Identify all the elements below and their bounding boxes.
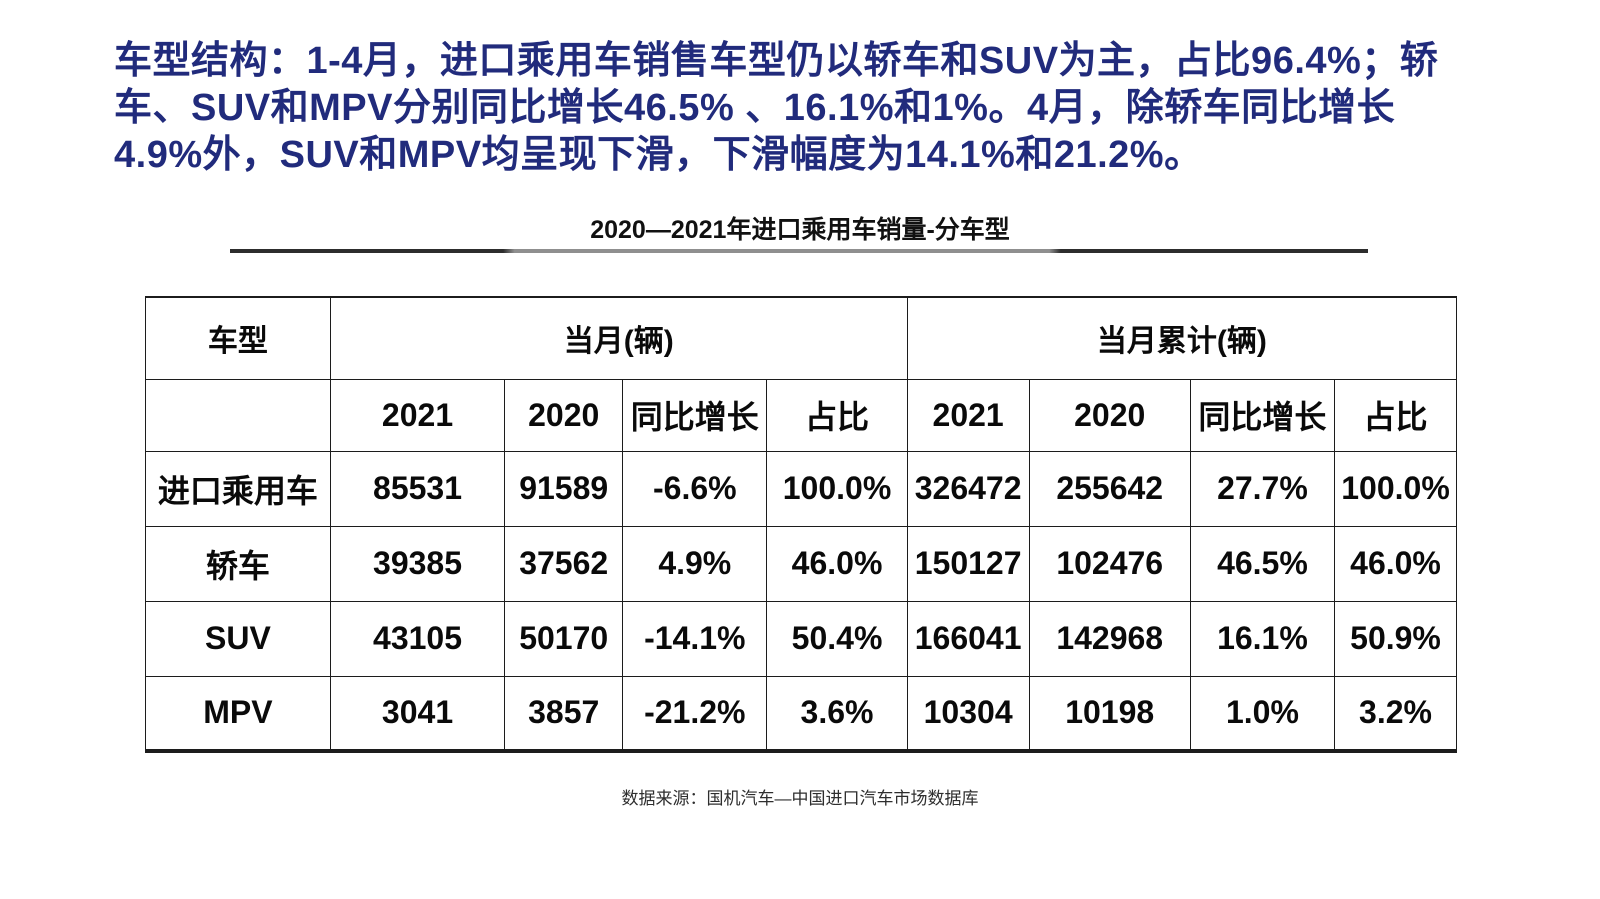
corner-cell: 车型 (145, 296, 331, 380)
title-underline (230, 249, 1368, 253)
data-cell: 85531 (329, 450, 506, 527)
data-cell: 100.0% (766, 450, 908, 527)
data-cell: 150127 (906, 525, 1030, 602)
table-row: 2021 2020 同比增长 占比 2021 2020 同比增长 占比 (145, 378, 1457, 452)
data-cell: 166041 (906, 600, 1030, 677)
data-cell: 3.6% (766, 675, 908, 752)
table-row-sedan: 轿车 39385 37562 4.9% 46.0% 150127 102476 … (145, 525, 1457, 602)
data-cell: 27.7% (1189, 450, 1336, 527)
data-cell: 39385 (329, 525, 506, 602)
subheader-2020-month: 2020 (504, 378, 624, 452)
sales-table: 车型 当月(辆) 当月累计(辆) 2021 2020 同比增长 占比 2021 … (145, 296, 1458, 753)
data-cell: 50.9% (1334, 600, 1457, 677)
data-cell: -21.2% (622, 675, 768, 752)
group-header-cumulative: 当月累计(辆) (906, 296, 1458, 380)
subheader-2021-cum: 2021 (906, 378, 1030, 452)
empty-header-cell (145, 378, 331, 452)
group-header-current-month: 当月(辆) (329, 296, 908, 380)
table-row-imported-pv: 进口乘用车 85531 91589 -6.6% 100.0% 326472 25… (145, 450, 1457, 527)
headline-line-2: 车、SUV和MPV分别同比增长46.5% 、16.1%和1%。4月，除轿车同比增… (114, 87, 1396, 129)
row-label: SUV (145, 600, 331, 677)
headline-line-1: 车型结构：1-4月，进口乘用车销售车型仍以轿车和SUV为主，占比96.4%；轿 (114, 40, 1439, 82)
subheader-share-month: 占比 (766, 378, 908, 452)
row-label: 进口乘用车 (145, 450, 331, 527)
data-cell: 10304 (906, 675, 1030, 752)
data-cell: 3041 (329, 675, 506, 752)
subheader-yoy-month: 同比增长 (622, 378, 768, 452)
data-cell: 50.4% (766, 600, 908, 677)
data-cell: 46.0% (766, 525, 908, 602)
data-cell: 1.0% (1189, 675, 1336, 752)
data-cell: 91589 (504, 450, 624, 527)
data-cell: 37562 (504, 525, 624, 602)
data-cell: 50170 (504, 600, 624, 677)
table-row: 车型 当月(辆) 当月累计(辆) (145, 296, 1458, 380)
data-cell: -6.6% (622, 450, 768, 527)
data-cell: 3.2% (1334, 675, 1457, 752)
data-cell: 326472 (906, 450, 1030, 527)
row-label: 轿车 (145, 525, 331, 602)
data-cell: 4.9% (622, 525, 768, 602)
data-cell: 102476 (1028, 525, 1191, 602)
data-cell: 43105 (329, 600, 506, 677)
data-cell: 16.1% (1189, 600, 1336, 677)
data-source-note: 数据来源：国机汽车—中国进口汽车市场数据库 (621, 789, 979, 808)
subheader-2020-cum: 2020 (1028, 378, 1191, 452)
table-row-mpv: MPV 3041 3857 -21.2% 3.6% 10304 10198 1.… (145, 675, 1457, 752)
subheader-yoy-cum: 同比增长 (1189, 378, 1336, 452)
data-cell: 100.0% (1334, 450, 1457, 527)
data-cell: 10198 (1028, 675, 1191, 752)
headline: 车型结构：1-4月，进口乘用车销售车型仍以轿车和SUV为主，占比96.4%；轿 … (114, 38, 1514, 179)
subheader-share-cum: 占比 (1334, 378, 1457, 452)
table-title: 2020—2021年进口乘用车销量-分车型 (590, 216, 1010, 244)
row-label: MPV (145, 675, 331, 752)
data-cell: 46.0% (1334, 525, 1457, 602)
data-cell: -14.1% (622, 600, 768, 677)
headline-line-3: 4.9%外，SUV和MPV均呈现下滑，下滑幅度为14.1%和21.2%。 (114, 134, 1203, 176)
data-cell: 46.5% (1189, 525, 1336, 602)
data-cell: 142968 (1028, 600, 1191, 677)
table-row-suv: SUV 43105 50170 -14.1% 50.4% 166041 1429… (145, 600, 1457, 677)
subheader-2021-month: 2021 (329, 378, 506, 452)
data-cell: 3857 (504, 675, 624, 752)
data-cell: 255642 (1028, 450, 1191, 527)
